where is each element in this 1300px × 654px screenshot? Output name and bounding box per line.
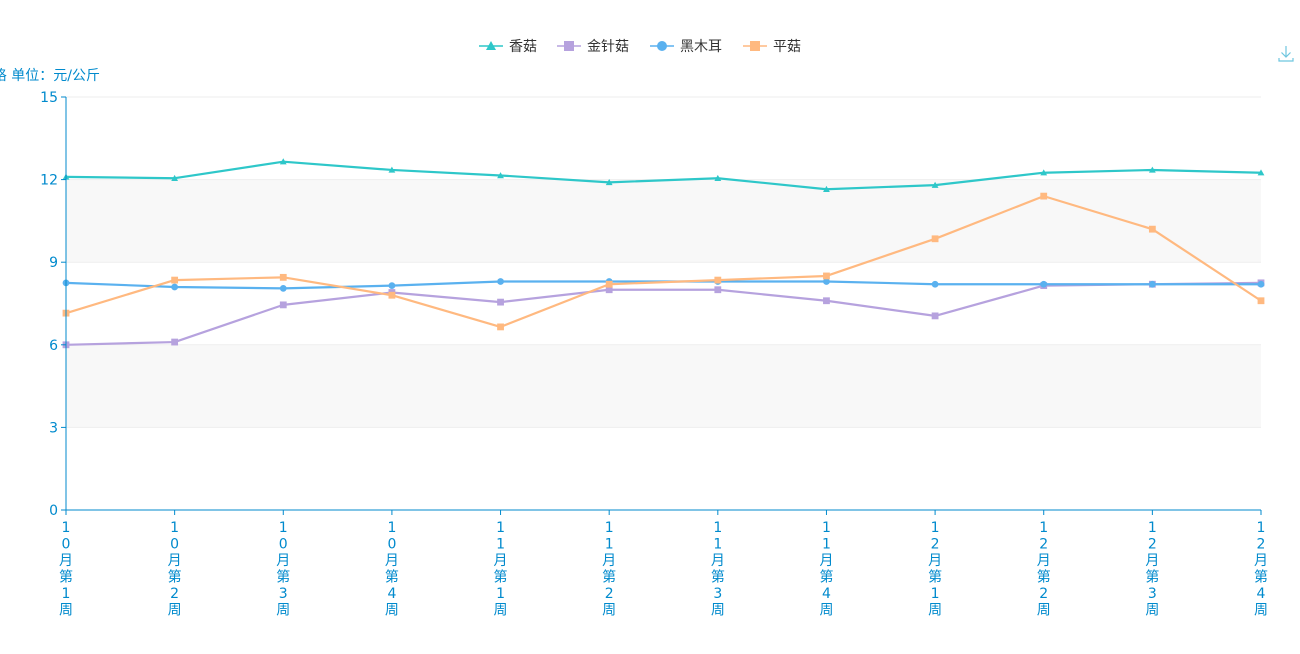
data-point [605, 178, 613, 186]
data-point [171, 174, 179, 181]
legend-label: 香菇 [509, 39, 537, 55]
data-point [931, 181, 939, 188]
data-point [279, 273, 287, 281]
data-point [823, 297, 830, 305]
y-axis-title: 价格 单位：元/公斤 [0, 68, 100, 84]
legend-item[interactable]: 香菇 [479, 39, 537, 55]
data-point [931, 312, 939, 320]
y-tick-label: 6 [49, 338, 58, 354]
y-tick-label: 9 [49, 255, 58, 271]
y-tick-label: 12 [40, 173, 58, 189]
data-point [931, 235, 939, 243]
grid-band [66, 344, 1261, 428]
data-point [497, 278, 504, 285]
data-point [605, 286, 613, 294]
x-tick-label: 1 2 月第 1 周 [928, 520, 942, 619]
x-tick-label: 1 1 月第 2 周 [602, 520, 616, 619]
data-point [564, 41, 574, 51]
data-point [1257, 280, 1265, 288]
x-tick-label: 1 0 月第 3 周 [276, 520, 290, 619]
legend-label: 金针菇 [587, 39, 629, 55]
grid-band [66, 179, 1261, 263]
grid-band [66, 262, 1261, 345]
y-tick-label: 15 [40, 90, 58, 106]
data-point [823, 272, 830, 280]
x-tick-label: 1 1 月第 1 周 [494, 520, 508, 619]
data-point [823, 185, 830, 192]
data-point [1148, 280, 1156, 288]
data-point [497, 298, 504, 306]
data-point [1148, 225, 1156, 233]
data-point [714, 174, 722, 181]
legend-item[interactable]: 金针菇 [557, 39, 629, 55]
data-point [1040, 169, 1048, 176]
download-icon[interactable] [1276, 43, 1296, 63]
series-香菇 [62, 158, 1265, 192]
x-tick-label: 1 0 月第 4 周 [385, 520, 399, 619]
data-point [171, 276, 179, 284]
data-point [497, 172, 504, 179]
series-line [65, 281, 1262, 346]
y-tick-label: 3 [49, 420, 58, 436]
legend-item[interactable]: 黑木耳 [650, 39, 722, 55]
data-point [1040, 280, 1048, 288]
data-point [1148, 166, 1156, 173]
series-line [65, 160, 1262, 191]
legend-label: 平菇 [773, 39, 801, 55]
data-point [486, 41, 496, 50]
data-point [714, 286, 722, 294]
x-tick-label: 1 1 月第 4 周 [819, 520, 833, 619]
grid-band [66, 97, 1261, 180]
series-line [65, 195, 1262, 329]
x-tick-label: 1 0 月第 2 周 [168, 520, 182, 619]
data-point [1257, 297, 1265, 305]
data-point [171, 338, 179, 346]
data-point [171, 283, 179, 291]
data-point [657, 41, 667, 51]
data-point [750, 41, 760, 51]
data-point [279, 301, 287, 309]
grid-band [66, 427, 1261, 510]
x-tick-label: 1 1 月第 3 周 [711, 520, 725, 619]
data-point [714, 276, 722, 284]
data-point [388, 282, 396, 290]
data-point [388, 291, 396, 299]
x-tick-label: 1 0 月第 1 周 [59, 520, 73, 619]
data-point [497, 323, 504, 331]
legend-item[interactable]: 平菇 [743, 39, 801, 55]
data-point [605, 280, 613, 288]
x-tick-label: 1 2 月第 4 周 [1254, 520, 1268, 619]
y-tick-label: 0 [49, 503, 58, 519]
data-point [279, 158, 287, 165]
legend-label: 黑木耳 [680, 39, 722, 55]
data-point [279, 284, 287, 292]
data-point [388, 166, 396, 173]
data-point [1257, 169, 1265, 176]
x-tick-label: 1 2 月第 2 周 [1037, 520, 1051, 619]
data-point [823, 278, 830, 285]
data-point [931, 280, 939, 288]
data-point [1040, 192, 1048, 200]
x-tick-label: 1 2 月第 3 周 [1145, 520, 1159, 619]
